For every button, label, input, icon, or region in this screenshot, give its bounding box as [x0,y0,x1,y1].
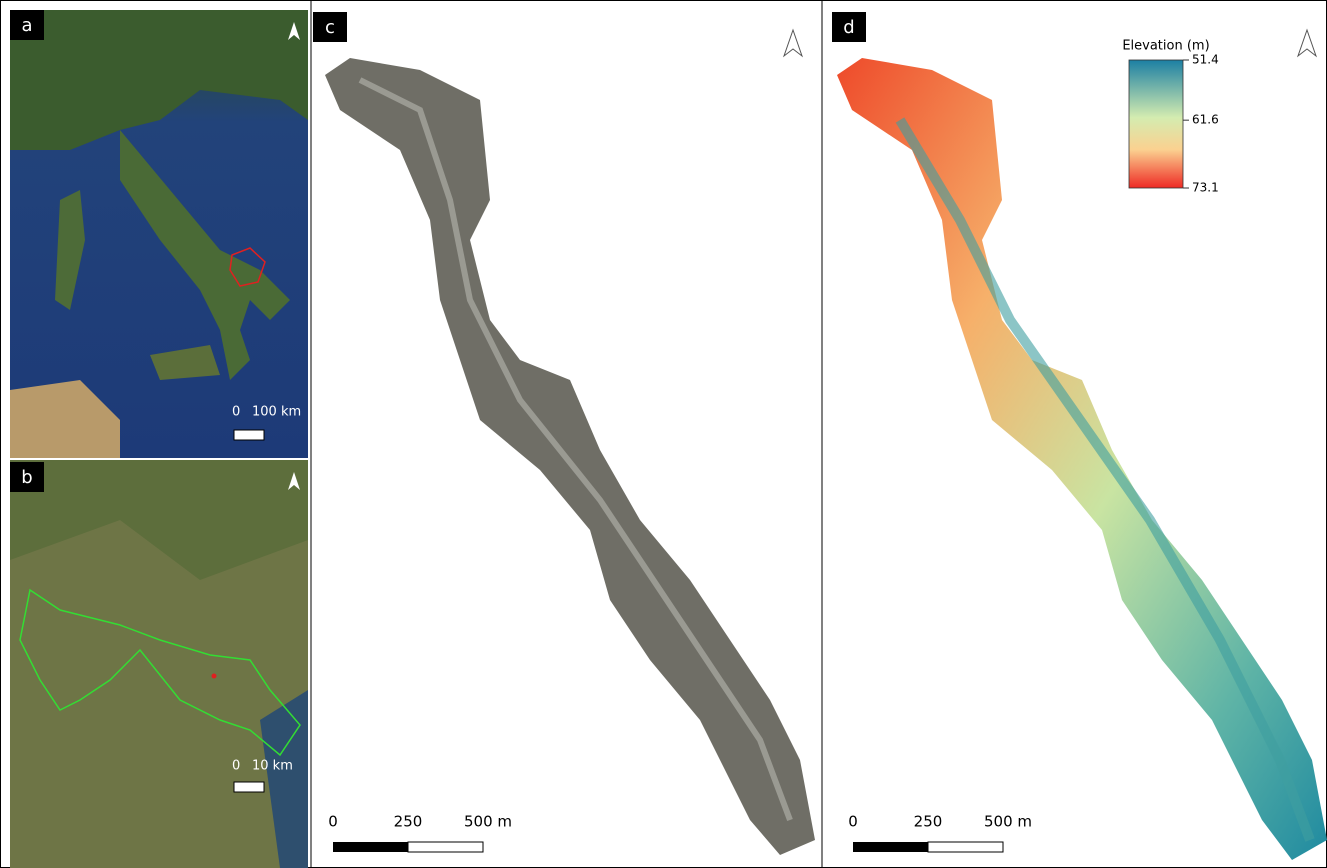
scale-bar [853,842,928,852]
panel-label: d [843,17,854,38]
panel-label: a [21,15,32,36]
panel-a: a 0 100 km [10,10,308,458]
scale-bar [234,430,264,440]
study-site [212,674,217,679]
scale-label: 10 km [252,759,293,774]
scale-label: 0 [848,813,858,831]
panel-label: b [21,467,32,488]
scale-label: 500 m [464,813,512,831]
legend-tick-label: 61.6 [1192,113,1219,127]
scale-label: 0 [232,759,240,774]
north-arrow [1298,30,1316,56]
scale-bar [408,842,483,852]
panel-label: c [325,17,335,38]
orthophoto [325,58,815,855]
panel-b: b 0 10 km [10,460,308,868]
terrain [10,520,308,868]
legend-colorbar [1129,60,1183,188]
scale-label: 0 [232,405,240,420]
scale-label: 250 [394,813,423,831]
north-arrow [784,30,802,56]
panel-d: d 0 250 500 m Elevation (m) [832,12,1327,860]
scale-bar [333,842,408,852]
scale-label: 500 m [984,813,1032,831]
panel-c: c 0 250 500 m [313,12,815,855]
elevation-model [837,58,1327,860]
legend-tick-label: 51.4 [1192,53,1219,67]
scale-label: 0 [328,813,338,831]
scale-label: 250 [914,813,943,831]
figure: a 0 100 km b 0 10 km c 0 250 500 m [0,0,1327,868]
legend-title: Elevation (m) [1122,39,1209,54]
scale-bar [234,782,264,792]
scale-label: 100 km [252,405,301,420]
scale-bar [928,842,1003,852]
legend-tick-label: 73.1 [1192,181,1219,195]
